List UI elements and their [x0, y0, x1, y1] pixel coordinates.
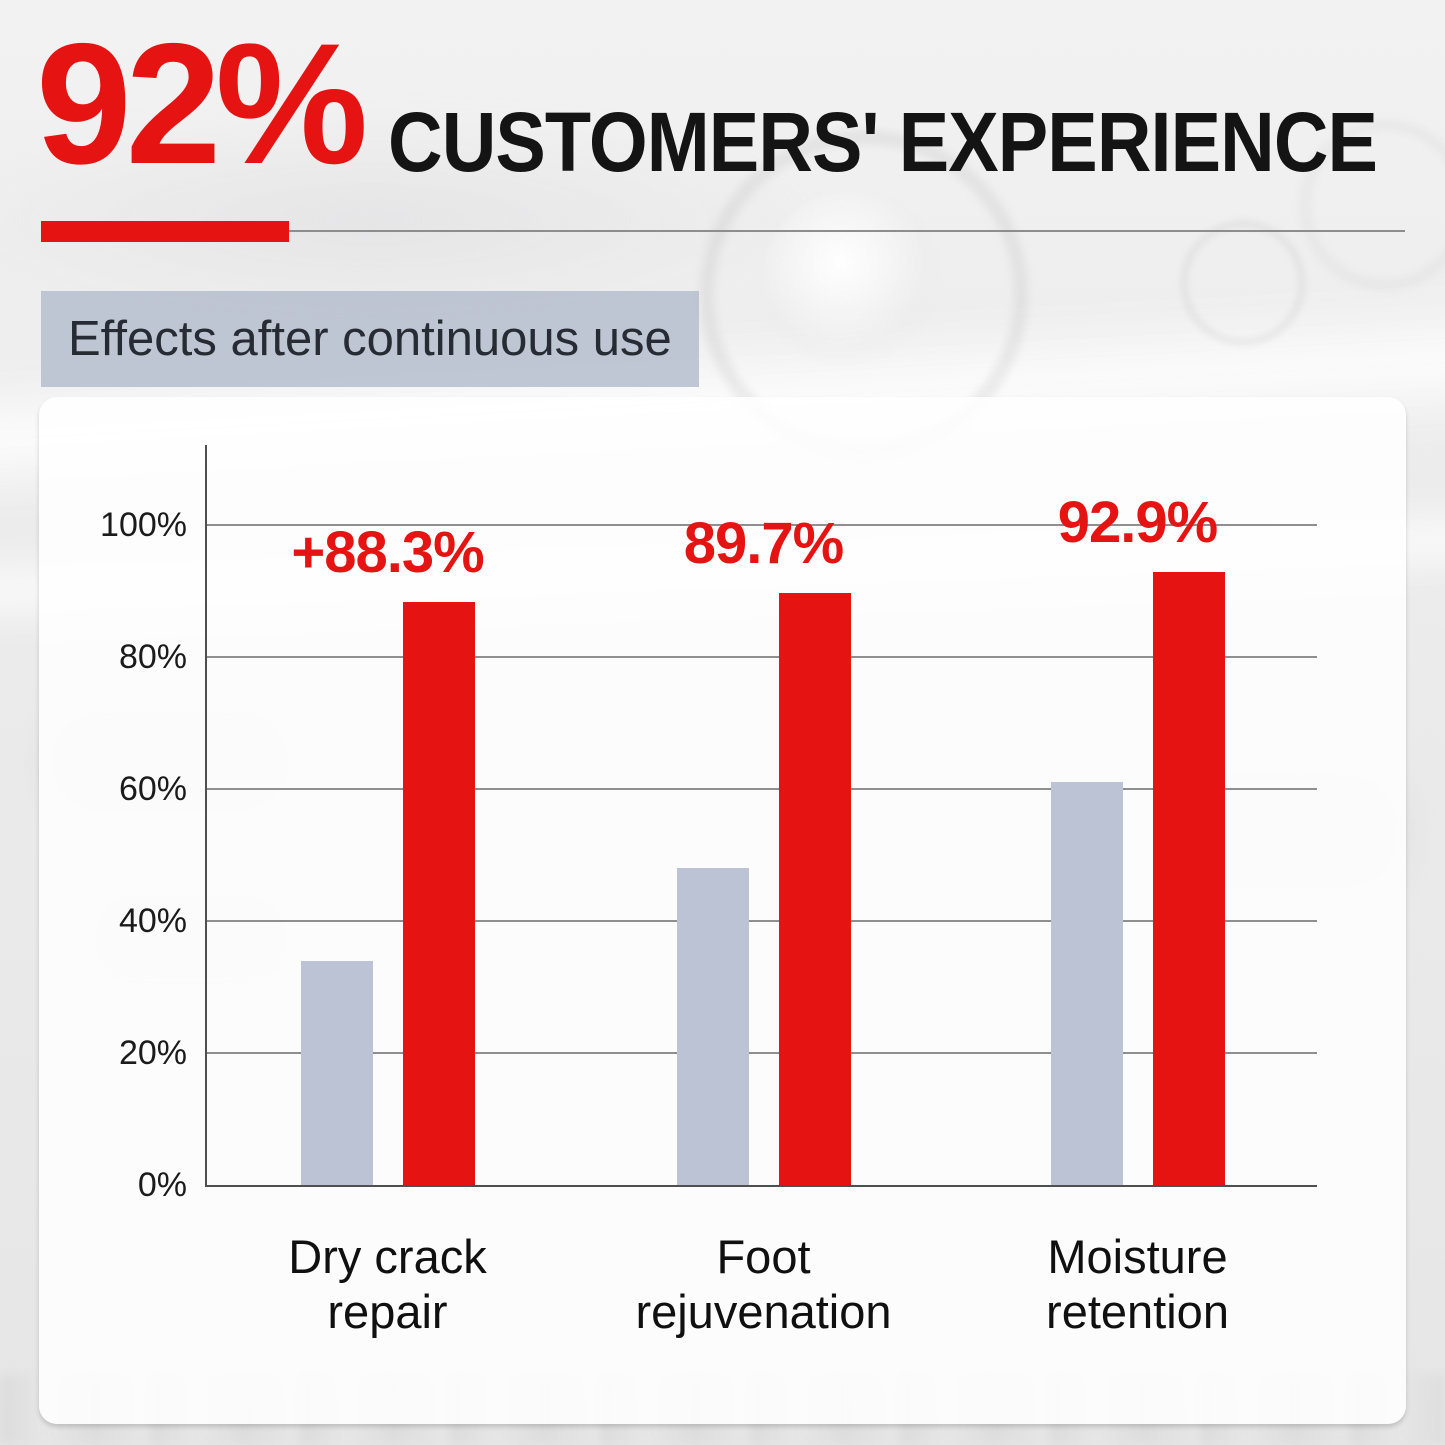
bar-group	[676, 592, 851, 1185]
plot-area: 100% 80% 60% 40% 20% 0% +88.3% Dry crack repair 8…	[100, 445, 1317, 1338]
category-label-line: retention	[1046, 1285, 1229, 1339]
bar-value-label: 92.9%	[1057, 489, 1218, 555]
y-axis-tick-label: 100%	[100, 506, 187, 544]
subtitle-badge: Effects after continuous use	[41, 291, 699, 387]
y-axis-tick-label: 0%	[137, 1166, 187, 1204]
headline-stat: 92%	[36, 8, 368, 200]
category-label-line: rejuvenation	[635, 1285, 892, 1339]
bar-gray	[300, 960, 373, 1185]
bar-gray	[676, 868, 749, 1185]
background-bubble	[1180, 220, 1306, 346]
gridline	[207, 920, 1317, 922]
y-axis-tick-label: 60%	[118, 770, 187, 808]
category-label-line: Moisture	[1047, 1230, 1228, 1283]
category-label: Moisture retention	[968, 1229, 1308, 1340]
chart-card: 100% 80% 60% 40% 20% 0% +88.3% Dry crack repair 8…	[39, 397, 1406, 1424]
category-label: Dry crack repair	[218, 1229, 558, 1340]
bar-value-label: +88.3%	[291, 520, 484, 586]
y-axis-tick-label: 80%	[118, 638, 187, 676]
gridline	[207, 656, 1317, 658]
headline-title: CUSTOMERS' EXPERIENCE	[388, 95, 1378, 189]
category-label-line: Foot	[716, 1230, 811, 1283]
bar-red	[402, 602, 475, 1185]
y-axis-tick-label: 20%	[118, 1034, 187, 1072]
bar-red	[1152, 571, 1225, 1185]
red-underline	[41, 221, 289, 242]
y-axis-tick-label: 40%	[118, 902, 187, 940]
bar-group	[300, 602, 475, 1185]
thin-divider-line	[289, 230, 1405, 232]
gridline	[207, 1052, 1317, 1054]
gridline	[207, 788, 1317, 790]
bar-gray	[1050, 782, 1123, 1185]
category-label: Foot rejuvenation	[594, 1229, 934, 1340]
bar-group	[1050, 571, 1225, 1185]
category-label-line: Dry crack	[288, 1230, 487, 1283]
bar-red	[778, 592, 851, 1185]
background-bubble-highlight	[762, 192, 938, 368]
bar-value-label: 89.7%	[683, 510, 844, 576]
category-label-line: repair	[327, 1285, 448, 1339]
